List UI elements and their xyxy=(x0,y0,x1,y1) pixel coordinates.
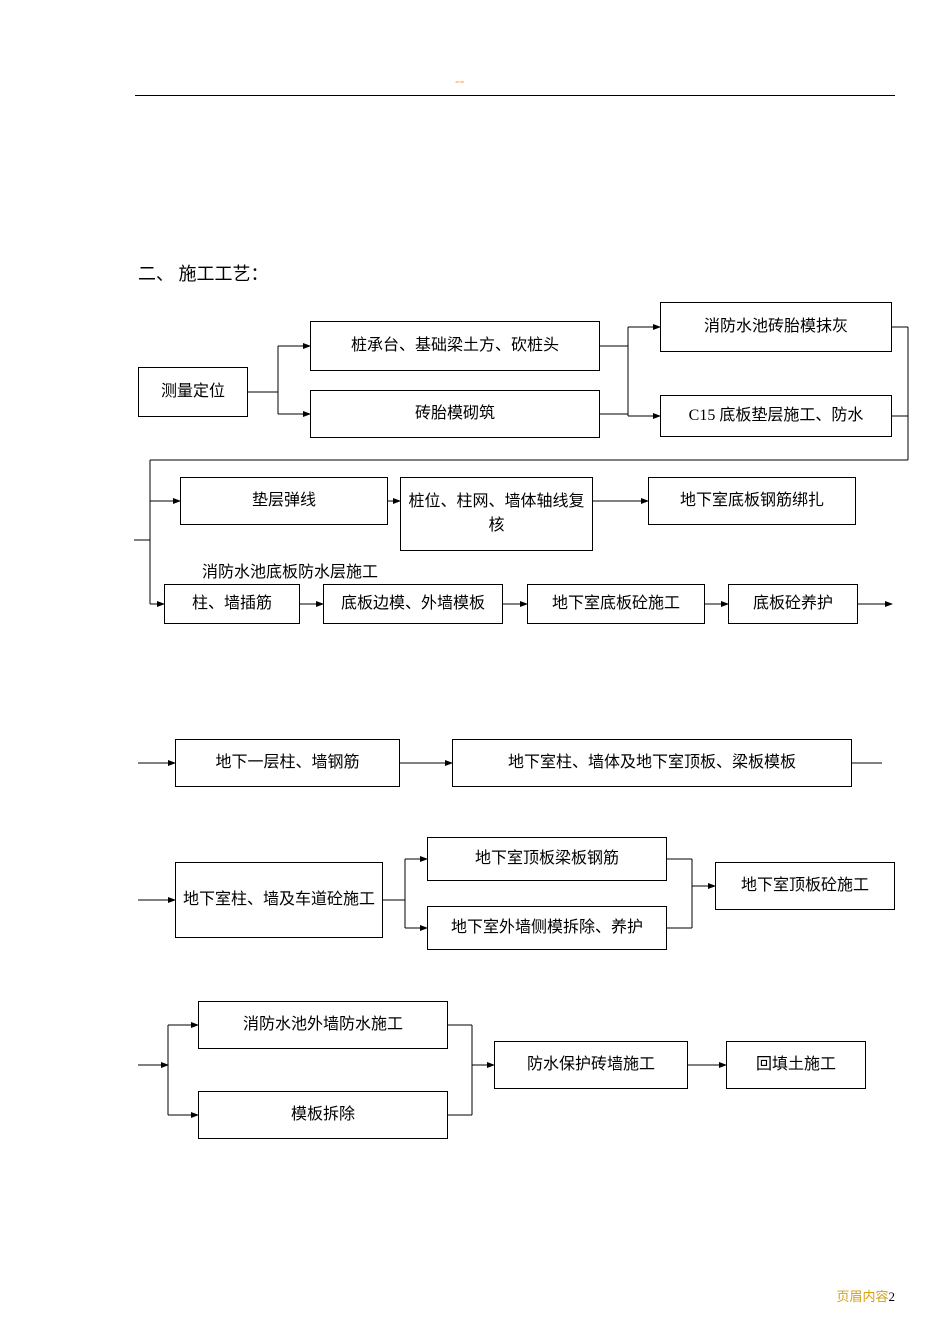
node-label: 防水保护砖墙施工 xyxy=(527,1053,655,1077)
node-label: 桩承台、基础梁土方、砍桩头 xyxy=(351,334,559,358)
node-label: 桩位、柱网、墙体轴线复核 xyxy=(407,490,586,538)
label-waterproof-layer: 消防水池底板防水层施工 xyxy=(200,558,380,582)
node-label: 地下室底板砼施工 xyxy=(552,592,680,616)
node-label: 垫层弹线 xyxy=(252,489,316,513)
node-label: 底板砼养护 xyxy=(753,592,833,616)
node-top-slab-concrete: 地下室顶板砼施工 xyxy=(715,862,895,910)
section-title: 二、 施工工艺： xyxy=(138,260,269,286)
node-side-form-remove: 地下室外墙侧模拆除、养护 xyxy=(427,906,667,950)
node-label: 砖胎模砌筑 xyxy=(415,402,495,426)
node-top-slab-rebar: 地下室顶板梁板钢筋 xyxy=(427,837,667,881)
node-concrete-cure: 底板砼养护 xyxy=(728,584,858,624)
node-label: 地下室柱、墙及车道砼施工 xyxy=(183,888,375,912)
node-label: 柱、墙插筋 xyxy=(192,592,272,616)
node-label: C15 底板垫层施工、防水 xyxy=(689,404,864,428)
node-label: 地下室顶板梁板钢筋 xyxy=(475,847,619,871)
node-label: 模板拆除 xyxy=(291,1103,355,1127)
connectors xyxy=(0,0,945,1337)
node-measure: 测量定位 xyxy=(138,367,248,417)
node-fire-tank-waterproof: 消防水池外墙防水施工 xyxy=(198,1001,448,1049)
node-label: 测量定位 xyxy=(161,380,225,404)
node-label: 底板边模、外墙模板 xyxy=(341,592,485,616)
node-c15-cushion: C15 底板垫层施工、防水 xyxy=(660,395,892,437)
node-label: 地下室外墙侧模拆除、养护 xyxy=(451,916,643,940)
footer-page-number: 2 xyxy=(889,1289,896,1304)
node-basement-formwork: 地下室柱、墙体及地下室顶板、梁板模板 xyxy=(452,739,852,787)
node-label: 地下一层柱、墙钢筋 xyxy=(215,751,359,775)
node-axis-recheck: 桩位、柱网、墙体轴线复核 xyxy=(400,477,593,551)
node-driveway-concrete: 地下室柱、墙及车道砼施工 xyxy=(175,862,383,938)
header-rule xyxy=(135,95,895,96)
node-edge-formwork: 底板边模、外墙模板 xyxy=(323,584,503,624)
node-label: 地下室底板钢筋绑扎 xyxy=(680,489,824,513)
node-label: 地下室柱、墙体及地下室顶板、梁板模板 xyxy=(508,751,796,775)
footer-label: 页眉内容 xyxy=(836,1289,888,1304)
node-column-dowel: 柱、墙插筋 xyxy=(164,584,300,624)
node-floor-rebar: 地下室底板钢筋绑扎 xyxy=(648,477,856,525)
node-formwork-removal: 模板拆除 xyxy=(198,1091,448,1139)
header-dash: -- xyxy=(455,74,464,90)
node-backfill: 回填土施工 xyxy=(726,1041,866,1089)
node-floor-concrete: 地下室底板砼施工 xyxy=(527,584,705,624)
node-brick-wall: 防水保护砖墙施工 xyxy=(494,1041,688,1089)
node-label: 地下室顶板砼施工 xyxy=(741,874,869,898)
page-footer: 页眉内容2 xyxy=(836,1286,895,1305)
node-label: 消防水池砖胎模抹灰 xyxy=(704,315,848,339)
node-brick-mold: 砖胎模砌筑 xyxy=(310,390,600,438)
node-b1-column-rebar: 地下一层柱、墙钢筋 xyxy=(175,739,400,787)
node-label: 消防水池外墙防水施工 xyxy=(243,1013,403,1037)
node-fire-tank-plaster: 消防水池砖胎模抹灰 xyxy=(660,302,892,352)
node-label: 回填土施工 xyxy=(756,1053,836,1077)
node-cushion-line: 垫层弹线 xyxy=(180,477,388,525)
page-root: -- 二、 施工工艺： 测量定位 桩承台、基础梁土方、砍桩头 砖胎模砌筑 消防水… xyxy=(0,0,945,1337)
node-pile-cap: 桩承台、基础梁土方、砍桩头 xyxy=(310,321,600,371)
